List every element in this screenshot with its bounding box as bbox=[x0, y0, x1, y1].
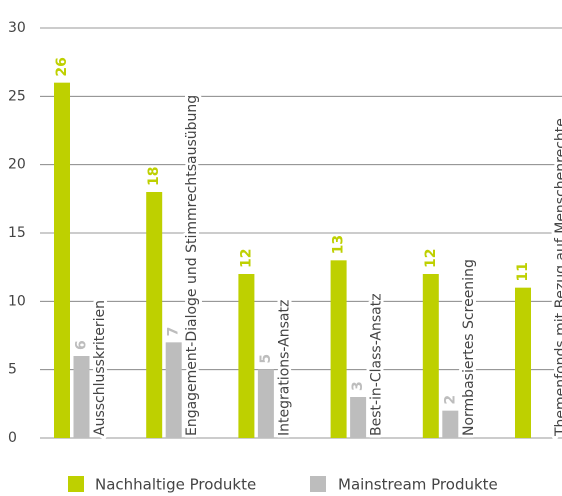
value-label: 2 bbox=[442, 395, 458, 405]
y-tick-label: 10 bbox=[8, 293, 26, 309]
y-tick-label: 5 bbox=[8, 362, 17, 378]
value-label: 11 bbox=[515, 262, 531, 281]
y-tick-label: 25 bbox=[8, 88, 26, 104]
bar bbox=[442, 410, 459, 438]
bar bbox=[73, 356, 90, 438]
y-tick-label: 20 bbox=[8, 157, 26, 173]
category-label: Normbasiertes Screening bbox=[461, 259, 477, 436]
bar bbox=[422, 274, 439, 438]
bar bbox=[257, 369, 274, 438]
legend-swatch bbox=[310, 476, 326, 492]
y-tick-label: 15 bbox=[8, 225, 26, 241]
value-label: 5 bbox=[258, 354, 274, 364]
bar bbox=[238, 274, 255, 438]
bar bbox=[515, 287, 531, 438]
category-label: Integrations-Ansatz bbox=[276, 300, 292, 436]
value-label: 13 bbox=[331, 235, 347, 254]
value-label: 6 bbox=[74, 340, 90, 350]
category-label: Engagement-Dialoge und Stimmrechtsausübu… bbox=[184, 95, 200, 436]
value-label: 12 bbox=[423, 249, 439, 268]
bar bbox=[54, 82, 70, 439]
y-tick-label: 30 bbox=[8, 20, 26, 36]
value-label: 18 bbox=[146, 167, 162, 186]
legend-label: Nachhaltige Produkte bbox=[95, 476, 256, 494]
bar bbox=[146, 192, 163, 438]
bar bbox=[165, 342, 182, 438]
category-label: Ausschlusskriterien bbox=[92, 300, 108, 436]
value-label: 12 bbox=[238, 249, 254, 268]
value-label: 7 bbox=[166, 327, 182, 337]
y-tick-label: 0 bbox=[8, 430, 17, 446]
category-label: Best-in-Class-Ansatz bbox=[369, 293, 385, 436]
category-label: Themenfonds mit Bezug auf Menschenrechte bbox=[553, 118, 562, 437]
legend-label: Mainstream Produkte bbox=[338, 476, 498, 494]
value-label: 26 bbox=[54, 57, 70, 76]
value-label: 3 bbox=[350, 381, 366, 391]
legend-swatch bbox=[68, 476, 84, 492]
bar bbox=[330, 260, 347, 438]
bar bbox=[350, 397, 367, 438]
